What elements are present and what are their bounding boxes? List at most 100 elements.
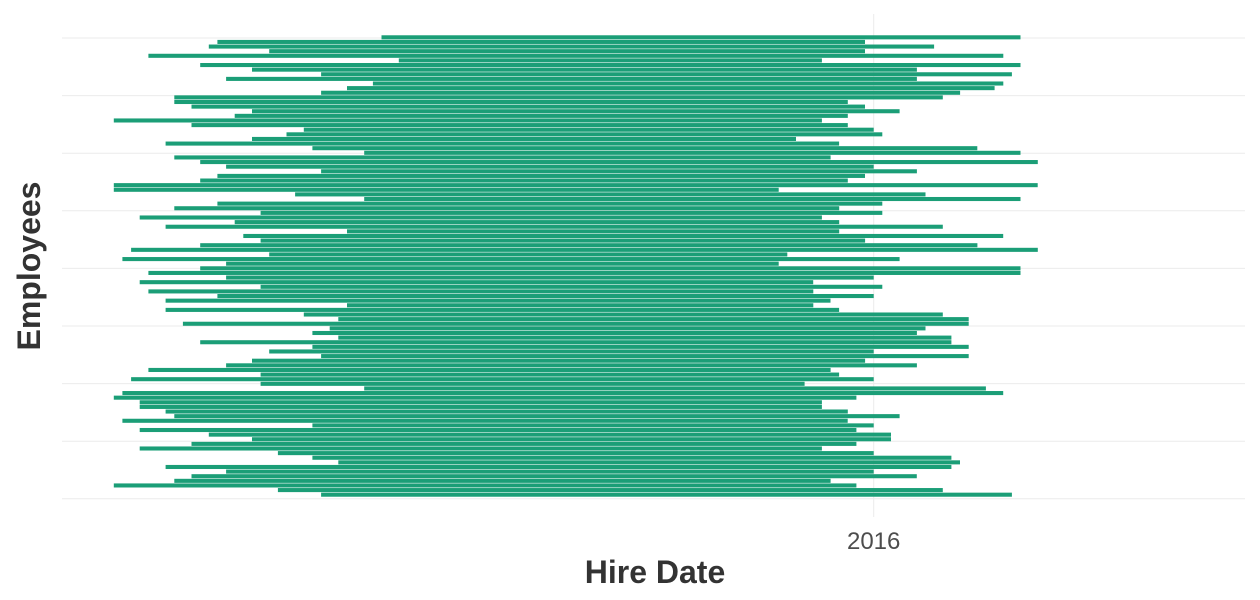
employee-bar (200, 266, 1021, 271)
employee-bar (139, 280, 814, 285)
employee-bar (139, 215, 822, 220)
employee-bar (321, 90, 961, 95)
employee-bar (139, 427, 857, 433)
employee-bar (182, 321, 969, 326)
employee-bar (122, 391, 1004, 396)
employee-bar (252, 67, 917, 72)
employee-bar (260, 284, 883, 289)
employee-bar (174, 95, 943, 100)
employee-bar (338, 335, 952, 340)
employee-bar (321, 354, 969, 359)
employee-bar (165, 307, 840, 312)
employee-bar (122, 418, 848, 423)
employee-bar (277, 488, 943, 493)
employee-bar (372, 81, 1004, 86)
employee-bar (303, 127, 874, 132)
employee-bar (329, 326, 926, 331)
employee-bar (226, 275, 874, 280)
employee-bar (312, 423, 874, 428)
employee-bar (165, 224, 943, 229)
employee-bar (252, 437, 891, 442)
x-tick-label: 2016 (847, 528, 900, 555)
employee-bar (165, 464, 952, 470)
employee-bar (321, 72, 1012, 77)
employee-bar (338, 317, 969, 322)
employee-bar (252, 136, 796, 141)
employee-bar (260, 238, 866, 243)
employee-bar (165, 298, 831, 303)
employee-bar (148, 367, 831, 372)
employee-bar (122, 257, 900, 262)
employee-bar (226, 261, 779, 266)
employee-bar (260, 381, 805, 386)
employee-bar (113, 118, 822, 123)
employee-bar (347, 86, 995, 91)
employee-bar (252, 109, 900, 114)
employee-bar (364, 150, 1021, 155)
employee-bar (312, 330, 917, 336)
employee-bar (398, 58, 822, 63)
y-axis-title: Employees (11, 182, 47, 351)
employee-bar (113, 187, 779, 192)
x-axis-ticks: 2016 (847, 528, 900, 555)
employee-bar (269, 349, 874, 354)
employee-bar (174, 155, 831, 160)
employee-bar (260, 210, 883, 215)
employee-bar (174, 206, 840, 211)
bars (113, 35, 1038, 497)
employee-bar (148, 270, 1021, 275)
employee-bar (174, 478, 831, 483)
employee-bar (200, 243, 978, 248)
employee-bar (347, 303, 814, 308)
employee-bar (200, 63, 1021, 68)
employee-bar (208, 432, 892, 437)
employee-bar (234, 113, 848, 118)
employee-bar (217, 173, 865, 178)
employee-bar (303, 312, 943, 317)
employee-bar (113, 183, 1038, 188)
x-axis-title: Hire Date (585, 554, 726, 590)
employee-bar (364, 196, 1021, 202)
employee-bar (191, 441, 857, 446)
employee-bar (217, 294, 874, 299)
employee-bar (269, 252, 788, 257)
employee-bar (165, 409, 848, 414)
employee-bar (148, 53, 1004, 58)
employee-bar (113, 395, 857, 400)
employee-bar (252, 358, 866, 363)
employee-bar (234, 220, 840, 225)
employee-bar (191, 123, 848, 128)
employee-bar (131, 377, 874, 382)
employee-bar (286, 132, 883, 137)
employee-bar (139, 404, 822, 409)
employee-bar (217, 39, 865, 44)
employee-bar (131, 247, 1038, 252)
employee-bar (277, 451, 874, 456)
employee-bar (208, 44, 935, 49)
employee-bar (364, 386, 986, 391)
employee-bar (113, 483, 857, 488)
employee-bar (226, 76, 917, 81)
employee-bar (321, 169, 917, 174)
employee-bar (347, 229, 840, 234)
employee-bar (226, 469, 874, 474)
employee-bar (200, 340, 952, 345)
employee-bar (260, 372, 840, 377)
employee-bar (165, 141, 840, 146)
employee-bar (174, 414, 900, 419)
employee-bar (312, 455, 952, 460)
employee-bar (174, 99, 848, 105)
employee-bar (200, 178, 848, 183)
employee-bar (139, 400, 822, 405)
employee-bar (191, 104, 865, 109)
employee-bar (295, 192, 926, 197)
employee-bar (312, 344, 969, 349)
employee-bar (226, 164, 874, 169)
employee-bar (226, 363, 917, 368)
employee-bar (321, 492, 1012, 497)
employee-bar (269, 49, 865, 54)
employee-bar (243, 233, 1004, 239)
employee-bar (312, 146, 978, 151)
employee-bar (338, 460, 960, 465)
